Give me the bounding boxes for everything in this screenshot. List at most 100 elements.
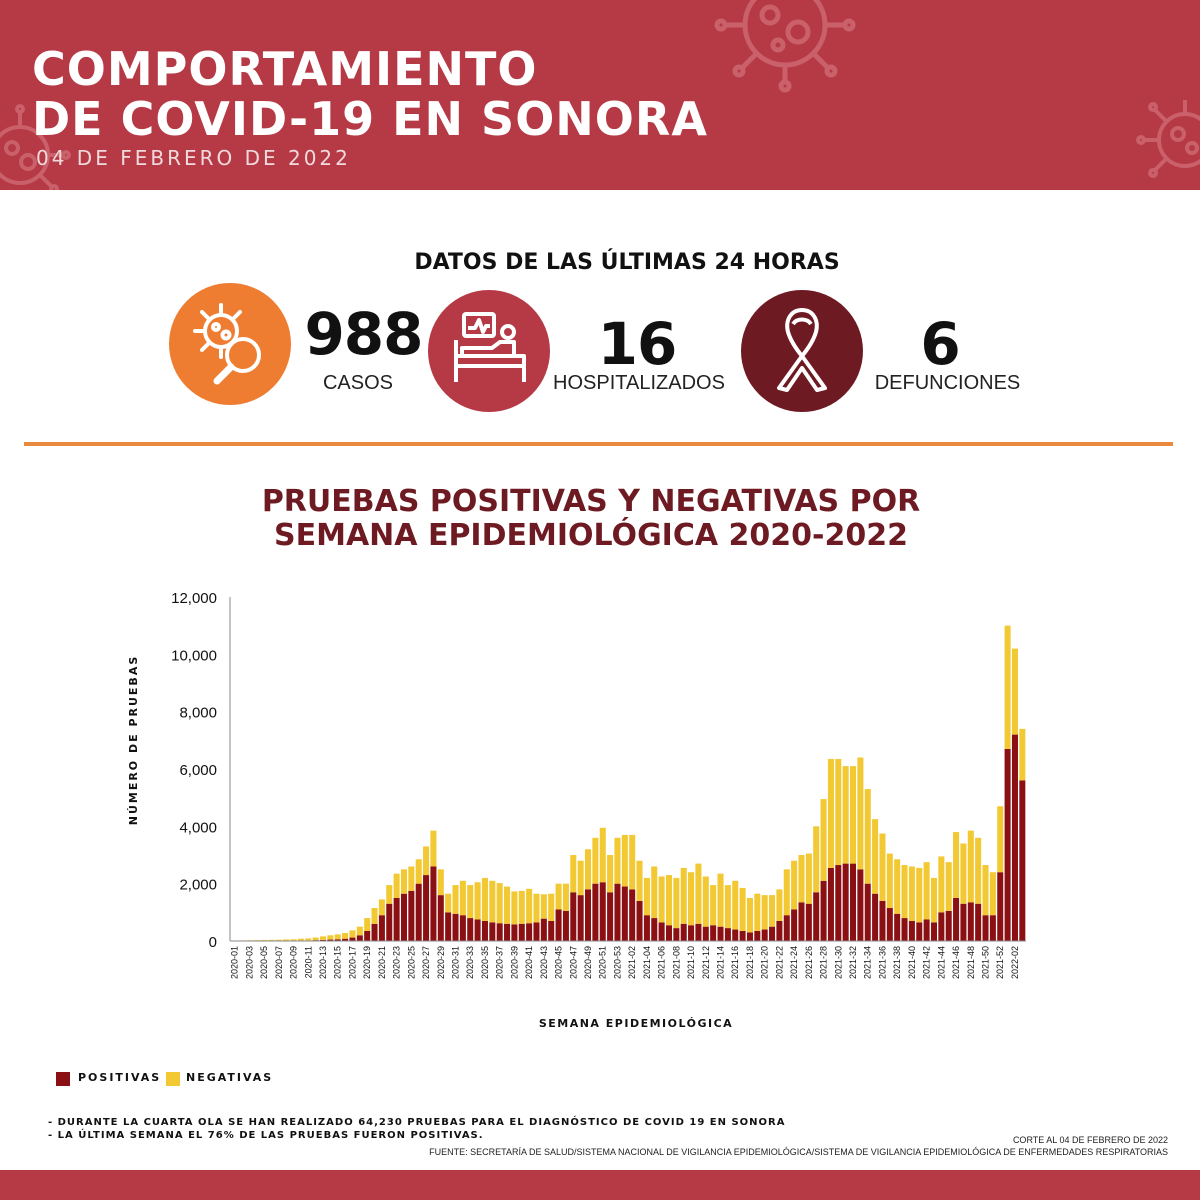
cases-label: CASOS — [322, 372, 394, 394]
bar-positive-2021-15 — [724, 928, 731, 941]
cases-icon-circle — [169, 283, 291, 405]
bar-group — [231, 625, 1026, 941]
bar-negative-2020-20 — [371, 908, 378, 924]
bar-negative-2020-11 — [305, 938, 312, 941]
virus-decoration-icon — [0, 104, 71, 190]
bar-positive-2021-36 — [879, 900, 886, 941]
y-tick-label: 0 — [209, 934, 217, 951]
bar-negative-2021-04 — [643, 877, 650, 916]
bar-negative-2021-20 — [761, 895, 768, 930]
bar-positive-2020-35 — [481, 920, 488, 941]
x-tick-label: 2021-24 — [789, 946, 799, 979]
bar-positive-2020-50 — [592, 883, 599, 941]
bar-positive-2020-38 — [504, 923, 511, 941]
bar-negative-2020-12 — [312, 937, 319, 941]
bar-negative-2021-30 — [835, 758, 842, 866]
bar-negative-2021-52 — [997, 806, 1004, 873]
bar-negative-2020-13 — [319, 936, 327, 940]
hospitalized-icon-circle — [428, 290, 550, 412]
bar-negative-2020-37 — [496, 883, 503, 924]
bar-positive-2020-42 — [533, 922, 540, 941]
bar-positive-2021-27 — [813, 892, 820, 941]
x-tick-label: 2021-10 — [686, 946, 696, 979]
bar-positive-2020-19 — [364, 930, 371, 941]
bar-positive-2021-49 — [975, 903, 982, 941]
bar-positive-2020-36 — [489, 922, 496, 941]
bar-negative-2020-09 — [290, 939, 297, 941]
bar-positive-2021-37 — [886, 908, 893, 941]
bar-negative-2020-18 — [356, 926, 363, 936]
section-divider — [24, 442, 1173, 446]
x-tick-label: 2020-19 — [362, 946, 372, 979]
x-tick-label: 2021-46 — [951, 946, 961, 979]
x-tick-label: 2021-16 — [730, 946, 740, 979]
bar-positive-2021-33 — [857, 869, 864, 941]
bar-negative-2020-17 — [349, 930, 356, 938]
x-tick-label: 2021-34 — [863, 946, 873, 979]
bar-negative-2021-02 — [629, 834, 636, 890]
x-tick-label: 2020-17 — [347, 946, 357, 979]
hospitalized-label: HOSPITALIZADOS — [553, 372, 725, 394]
bar-negative-2021-49 — [975, 837, 982, 904]
bar-positive-2022-02 — [1011, 734, 1018, 941]
bar-negative-2020-50 — [592, 837, 599, 884]
y-tick-labels: 0 2,000 4,000 6,000 8,000 10,000 12,000 — [171, 590, 217, 951]
bar-positive-2021-51 — [989, 915, 996, 941]
y-tick-label: 4,000 — [179, 819, 217, 836]
x-tick-label: 2021-22 — [774, 946, 784, 979]
bar-positive-2020-32 — [459, 915, 466, 941]
bar-negative-2021-18 — [746, 898, 753, 933]
bar-positive-2021-44 — [938, 912, 945, 941]
bar-negative-2020-08 — [283, 939, 290, 941]
bar-negative-2021-01 — [621, 834, 628, 887]
bar-positive-2021-28 — [820, 880, 827, 941]
bar-negative-2020-40 — [518, 890, 525, 924]
bar-positive-2020-53 — [614, 883, 621, 941]
x-tick-label: 2020-41 — [524, 946, 534, 979]
bar-positive-2021-19 — [754, 930, 761, 941]
bar-positive-2021-07 — [665, 925, 673, 941]
bar-negative-2020-48 — [577, 860, 584, 896]
bar-negative-2021-33 — [857, 757, 864, 870]
bar-positive-2020-17 — [349, 937, 356, 941]
legend-label-positive: POSITIVAS — [78, 1071, 162, 1084]
chart-title-line-2: SEMANA EPIDEMIOLÓGICA 2020-2022 — [274, 518, 908, 553]
page-title-line-2: DE COVID-19 EN SONORA — [32, 92, 708, 146]
x-tick-label: 2020-25 — [406, 946, 416, 979]
x-tick-label: 2020-31 — [451, 946, 461, 979]
bar-positive-2020-51 — [599, 882, 606, 941]
bar-positive-2021-17 — [739, 930, 746, 941]
x-tick-label: 2020-03 — [244, 946, 254, 979]
bar-negative-2021-07 — [665, 875, 673, 926]
bar-positive-2022-01 — [1004, 748, 1011, 941]
x-tick-label: 2020-53 — [612, 946, 622, 979]
report-date: 04 DE FEBRERO DE 2022 — [36, 146, 351, 170]
bar-negative-2021-42 — [923, 862, 930, 920]
x-tick-label: 2020-47 — [568, 946, 578, 979]
bar-negative-2021-31 — [842, 766, 849, 864]
x-tick-label: 2021-20 — [760, 946, 770, 979]
bar-negative-2021-50 — [982, 865, 989, 916]
bar-positive-2021-05 — [651, 918, 658, 941]
ribbon-icon — [777, 308, 827, 392]
bar-negative-2020-04 — [253, 940, 260, 941]
hospital-bed-icon — [454, 312, 526, 382]
bar-negative-2021-06 — [658, 876, 665, 923]
bar-positive-2021-23 — [783, 915, 790, 941]
x-tick-label: 2021-04 — [642, 946, 652, 979]
bar-negative-2021-28 — [820, 799, 827, 881]
bar-positive-2020-31 — [452, 913, 459, 941]
bar-negative-2020-45 — [555, 883, 562, 910]
bar-positive-2021-42 — [923, 919, 930, 941]
bar-negative-2021-27 — [813, 826, 820, 893]
bar-negative-2020-32 — [459, 880, 466, 916]
bar-negative-2020-28 — [430, 830, 437, 867]
bar-negative-2020-07 — [275, 939, 282, 941]
bar-positive-2021-30 — [835, 865, 842, 941]
bar-positive-2021-16 — [732, 929, 739, 941]
virus-magnifier-icon — [193, 303, 261, 385]
cases-value: 988 — [304, 300, 423, 368]
bar-positive-2021-46 — [953, 898, 960, 941]
bar-positive-2020-14 — [327, 939, 334, 941]
bar-positive-2021-26 — [805, 903, 812, 941]
